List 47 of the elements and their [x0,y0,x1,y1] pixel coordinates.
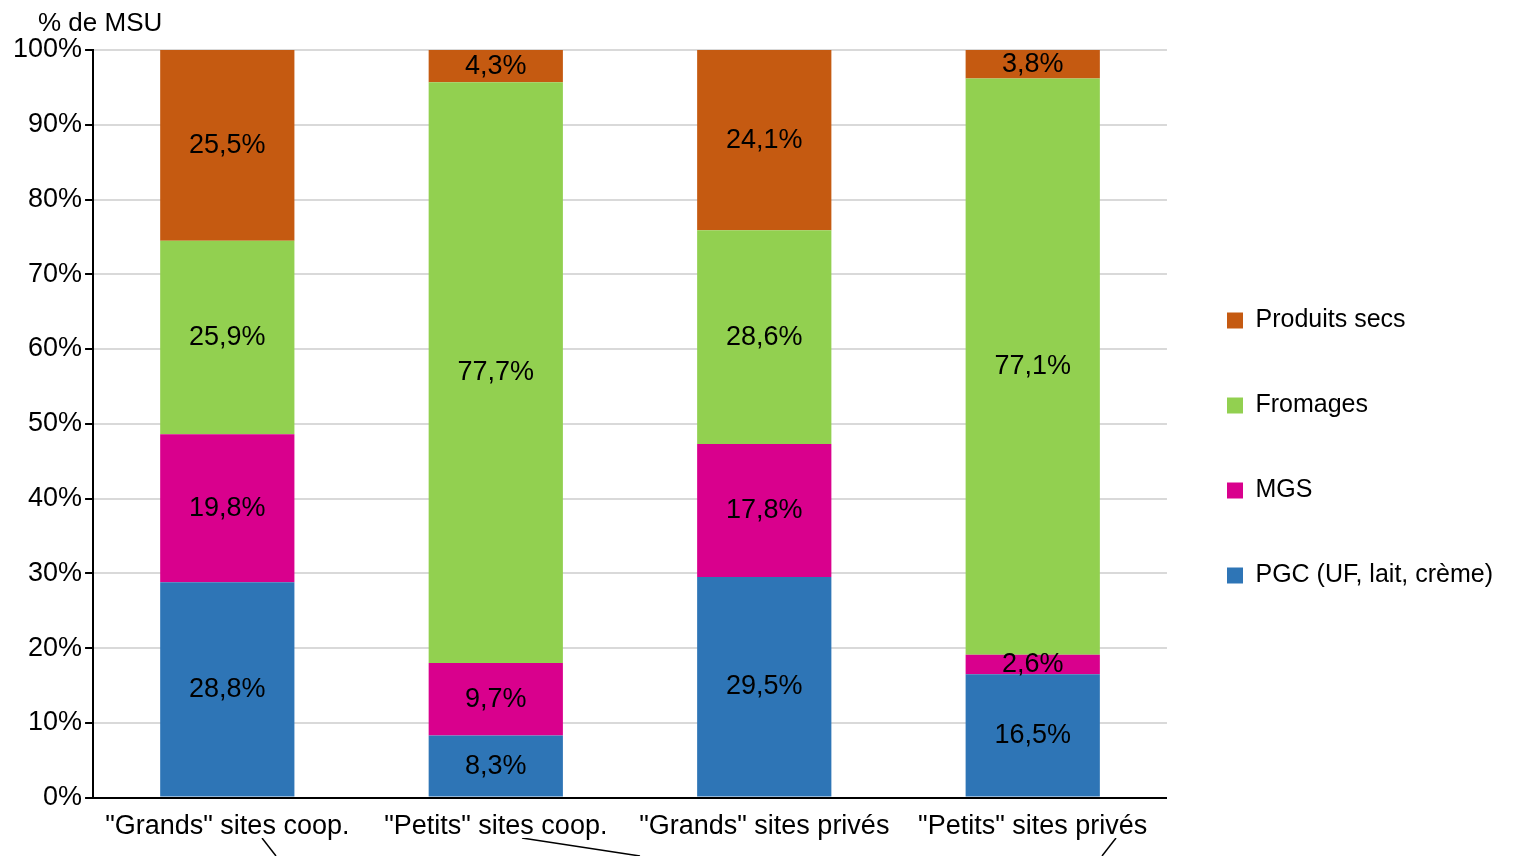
data-label: 9,7% [465,682,527,713]
legend-label: Produits secs [1255,304,1406,333]
legend-label: Fromages [1255,389,1369,418]
x-tick-label: "Grands" sites coop. [105,810,350,841]
y-tick-label: 30% [28,556,83,587]
data-label: 2,6% [1001,647,1064,678]
legend-label: MGS [1255,474,1313,503]
data-label: 24,1% [725,123,803,154]
data-label: 19,8% [189,491,266,522]
data-label: 77,7% [457,356,535,387]
bar [160,434,295,583]
bar [160,240,295,435]
data-label: 16,5% [994,718,1072,749]
bar [697,577,832,797]
data-label: 28,6% [725,320,803,351]
y-tick-label: 40% [28,482,83,513]
legend-label: PGC (UF, lait, crème) [1255,559,1494,588]
y-tick-label: 60% [28,332,83,363]
bar [428,82,563,664]
bar [428,663,563,736]
data-label: 8,3% [465,749,527,780]
bar [428,735,563,797]
data-label: 29,5% [725,670,803,701]
bar [160,50,295,241]
y-tick-label: 20% [28,631,83,662]
y-tick-label: 50% [28,407,83,438]
data-label: 25,5% [189,128,266,159]
data-label: 77,1% [994,350,1072,381]
bar [965,78,1100,655]
bar [697,443,832,578]
data-label: 4,3% [465,49,527,80]
data-label: 3,8% [1001,47,1064,78]
x-tick-label: "Petits" sites coop. [384,810,608,841]
data-label: 28,8% [189,672,266,703]
bar [697,50,832,231]
x-tick-label: "Petits" sites privés [918,810,1148,841]
y-tick-label: 0% [43,781,83,812]
bar [965,674,1100,797]
y-tick-label: 80% [28,182,83,213]
data-label: 17,8% [725,493,803,524]
y-tick-label: 70% [28,257,83,288]
y-tick-label: 10% [28,706,83,737]
x-tick-label: "Grands" sites privés [639,810,890,841]
bar [697,230,832,444]
data-label: 25,9% [189,320,266,351]
y-tick-label: 90% [28,108,83,139]
bar [160,582,295,797]
